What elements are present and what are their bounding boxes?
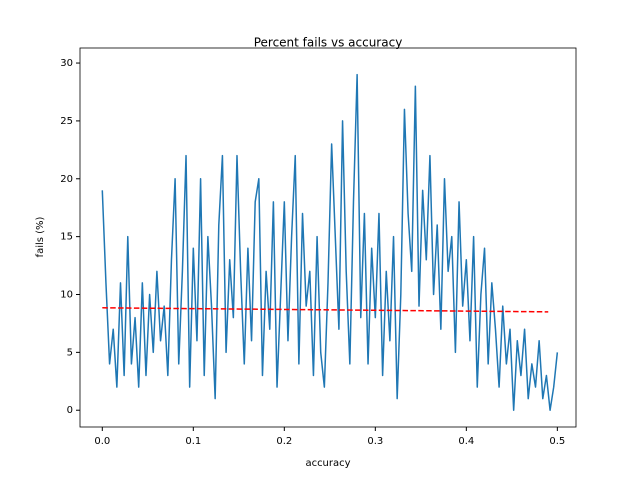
y-tick-label: 15 (60, 232, 73, 243)
x-axis-label: accuracy (305, 458, 350, 469)
x-tick-label: 0.2 (276, 436, 292, 447)
y-tick-label: 20 (60, 174, 73, 185)
x-tick-label: 0.4 (458, 436, 474, 447)
data-line (101, 73, 559, 411)
y-tick-label: 25 (60, 116, 73, 127)
x-tick-label: 0.1 (185, 436, 201, 447)
x-tick-label: 0.5 (549, 436, 565, 447)
y-tick-label: 10 (60, 289, 73, 300)
y-tick-label: 5 (67, 347, 73, 358)
x-tick-label: 0.3 (367, 436, 383, 447)
y-tick-label: 0 (67, 405, 73, 416)
data-line (102, 307, 549, 313)
y-tick-label: 30 (60, 58, 73, 69)
y-axis-label: fails (%) (35, 216, 46, 257)
x-tick-label: 0.0 (94, 436, 110, 447)
plot-frame (79, 47, 577, 428)
chart-title: Percent fails vs accuracy (254, 36, 403, 50)
